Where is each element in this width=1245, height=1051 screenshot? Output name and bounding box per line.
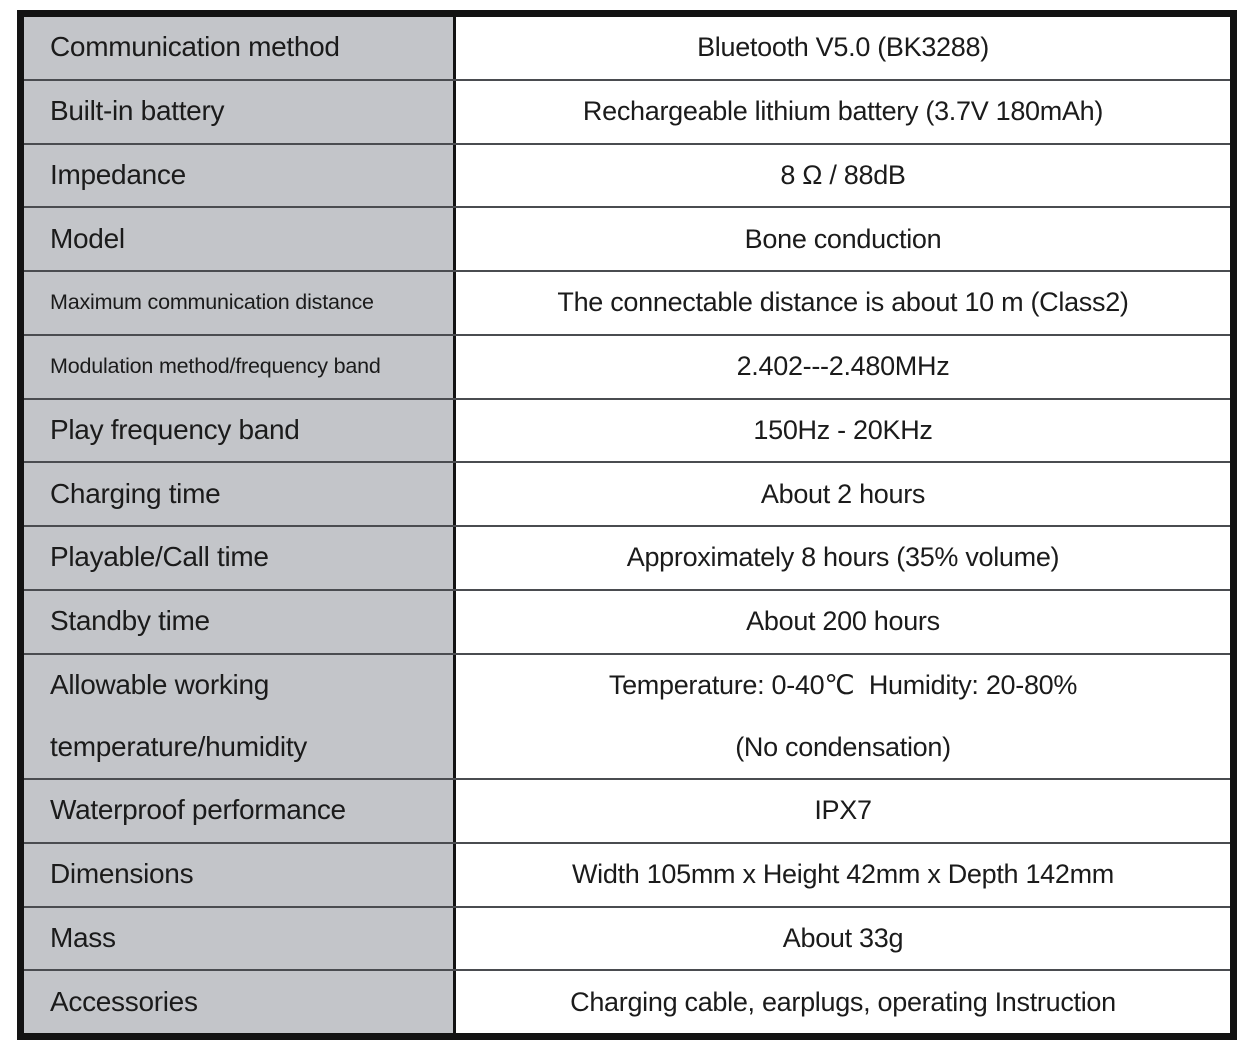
spec-value-cell: 150Hz - 20KHz — [456, 399, 1230, 462]
spec-value-cell: The connectable distance is about 10 m (… — [456, 272, 1230, 334]
table-row: Impedance 8 Ω / 88dB — [24, 142, 1230, 207]
spec-label: Accessories — [50, 985, 198, 1017]
spec-value-line1: Temperature: 0-40℃ Humidity: 20-80% — [608, 669, 1078, 700]
table-row: Waterproof performance IPX7 — [24, 778, 1230, 842]
spec-label-cell: Impedance — [24, 144, 456, 207]
table-row: Communication method Bluetooth V5.0 (BK3… — [24, 17, 1230, 79]
spec-label: Built-in battery — [50, 95, 225, 127]
spec-label-cell: Charging time — [24, 463, 456, 525]
table-row: Mass About 33g — [24, 905, 1230, 970]
table-row: Maximum communication distance The conne… — [24, 270, 1230, 334]
spec-value: 150Hz - 20KHz — [753, 414, 933, 445]
spec-value-cell: Approximately 8 hours (35% volume) — [456, 527, 1230, 589]
spec-value: The connectable distance is about 10 m (… — [557, 287, 1129, 318]
spec-value-cell: About 2 hours — [456, 463, 1230, 525]
spec-value: Bluetooth V5.0 (BK3288) — [697, 32, 989, 63]
spec-value-cell: 8 Ω / 88dB — [456, 144, 1230, 207]
spec-label-cell: Allowable working temperature/humidity — [24, 654, 456, 778]
spec-label: Playable/Call time — [50, 541, 269, 573]
spec-label-cell: Playable/Call time — [24, 527, 456, 589]
spec-label: Waterproof performance — [50, 794, 346, 826]
spec-label-cell: Accessories — [24, 971, 456, 1033]
table-row: Model Bone conduction — [24, 206, 1230, 270]
specification-table: Communication method Bluetooth V5.0 (BK3… — [17, 10, 1237, 1040]
spec-label: Communication method — [50, 31, 340, 63]
spec-value: 8 Ω / 88dB — [780, 159, 906, 190]
spec-value: About 2 hours — [760, 478, 926, 509]
table-row: Built-in battery Rechargeable lithium ba… — [24, 78, 1230, 143]
spec-label-line1: Allowable working — [50, 668, 270, 700]
spec-label-line2: temperature/humidity — [50, 730, 308, 762]
spec-value-cell: Temperature: 0-40℃ Humidity: 20-80% (No … — [456, 654, 1230, 778]
spec-value-cell: About 33g — [456, 907, 1230, 970]
table-row: Accessories Charging cable, earplugs, op… — [24, 969, 1230, 1033]
spec-value-cell: Bluetooth V5.0 (BK3288) — [456, 17, 1230, 79]
spec-label: Maximum communication distance — [50, 290, 374, 315]
spec-label-cell: Modulation method/frequency band — [24, 335, 456, 398]
spec-value-cell: 2.402---2.480MHz — [456, 335, 1230, 398]
spec-label-cell: Model — [24, 208, 456, 270]
spec-label-cell: Dimensions — [24, 843, 456, 906]
spec-value-line2: (No condensation) — [735, 731, 951, 762]
spec-label: Model — [50, 222, 125, 254]
spec-label-cell: Mass — [24, 907, 456, 970]
spec-value: IPX7 — [814, 795, 872, 826]
table-row: Play frequency band 150Hz - 20KHz — [24, 397, 1230, 462]
spec-label: Modulation method/frequency band — [50, 353, 381, 378]
spec-label-cell: Communication method — [24, 17, 456, 79]
spec-value: About 33g — [782, 922, 904, 953]
spec-label: Dimensions — [50, 858, 194, 890]
spec-value-cell: Width 105mm x Height 42mm x Depth 142mm — [456, 843, 1230, 906]
spec-label-cell: Standby time — [24, 590, 456, 653]
spec-label-cell: Maximum communication distance — [24, 272, 456, 334]
spec-value: 2.402---2.480MHz — [736, 351, 950, 382]
spec-value: Bone conduction — [744, 223, 942, 254]
table-row: Charging time About 2 hours — [24, 461, 1230, 525]
spec-label: Play frequency band — [50, 413, 300, 445]
table-row-allowable-working: Allowable working temperature/humidity T… — [24, 652, 1230, 778]
spec-label: Standby time — [50, 605, 210, 637]
spec-value-cell: IPX7 — [456, 780, 1230, 842]
spec-value: Rechargeable lithium battery (3.7V 180mA… — [582, 96, 1104, 127]
spec-label: Impedance — [50, 158, 186, 190]
spec-label: Mass — [50, 921, 116, 953]
spec-label-cell: Built-in battery — [24, 80, 456, 143]
table-row: Playable/Call time Approximately 8 hours… — [24, 525, 1230, 589]
spec-label: Charging time — [50, 477, 221, 509]
spec-value: Approximately 8 hours (35% volume) — [626, 542, 1060, 573]
spec-value: Charging cable, earplugs, operating Inst… — [570, 986, 1116, 1017]
spec-value-cell: Bone conduction — [456, 208, 1230, 270]
spec-label-cell: Play frequency band — [24, 399, 456, 462]
spec-value-cell: About 200 hours — [456, 590, 1230, 653]
spec-value: About 200 hours — [746, 606, 940, 637]
spec-value-cell: Rechargeable lithium battery (3.7V 180mA… — [456, 80, 1230, 143]
spec-value-cell: Charging cable, earplugs, operating Inst… — [456, 971, 1230, 1033]
table-row: Dimensions Width 105mm x Height 42mm x D… — [24, 841, 1230, 906]
table-row: Modulation method/frequency band 2.402--… — [24, 333, 1230, 398]
spec-value: Width 105mm x Height 42mm x Depth 142mm — [572, 859, 1114, 890]
spec-label-cell: Waterproof performance — [24, 780, 456, 842]
table-row: Standby time About 200 hours — [24, 588, 1230, 653]
